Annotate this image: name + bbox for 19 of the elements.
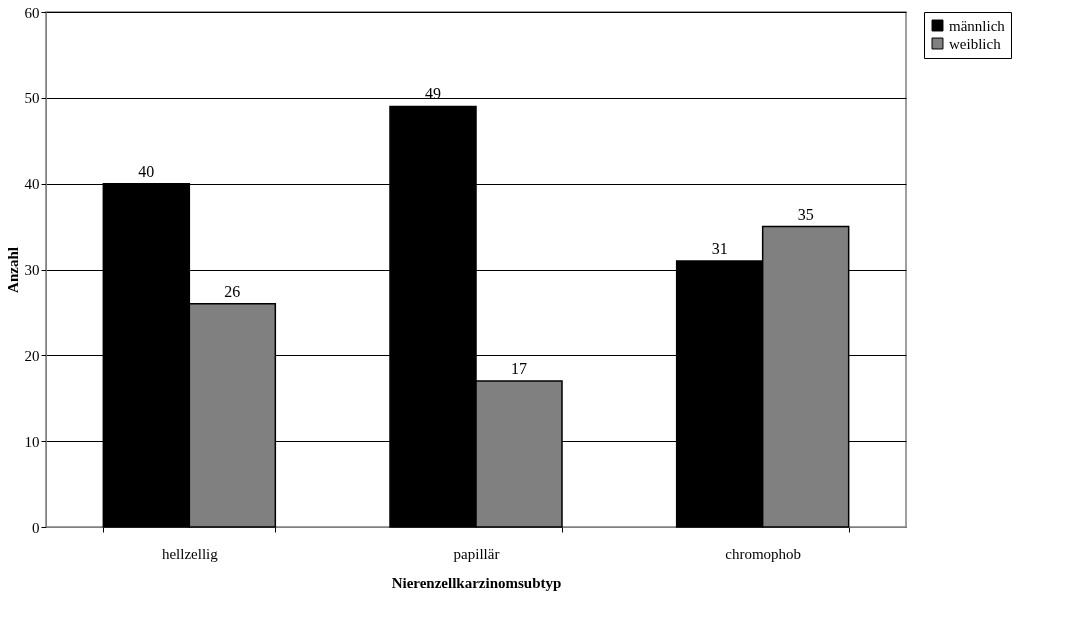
legend-label: weiblich [949, 35, 1002, 52]
x-axis-title: Nierenzellkarzinomsubtyp [391, 574, 562, 591]
y-tick-label: 10 [24, 433, 40, 450]
x-tick-label: hellzellig [161, 545, 219, 562]
x-tick-label: papillär [453, 545, 500, 562]
y-tick-label: 30 [24, 262, 40, 278]
data-label: 26 [224, 282, 241, 300]
data-label: 40 [138, 162, 155, 180]
data-label: 17 [511, 360, 527, 378]
y-tick-label: 40 [24, 176, 40, 193]
y-tick-label: 50 [24, 90, 40, 107]
y-tick-label: 60 [24, 4, 40, 21]
data-label: 35 [797, 205, 814, 223]
x-tick-label: chromophob [725, 545, 802, 562]
y-axis-title: Anzahl [4, 247, 21, 293]
y-tick-label: 20 [24, 347, 40, 364]
legend-label: männlich [949, 17, 1006, 34]
data-label: 31 [711, 239, 728, 257]
y-tick-label: 0 [32, 519, 40, 536]
